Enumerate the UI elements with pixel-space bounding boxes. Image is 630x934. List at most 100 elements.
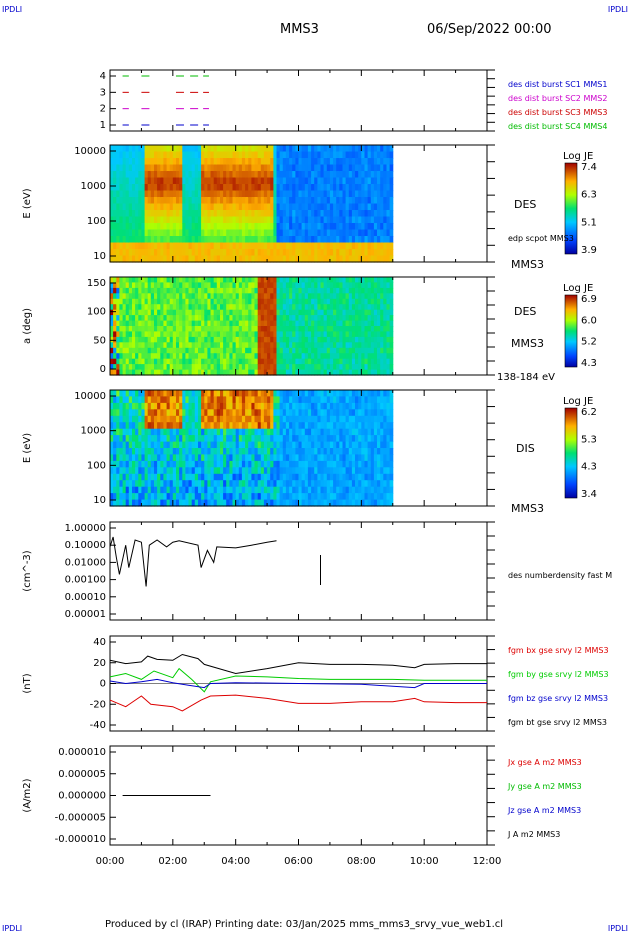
heatmap-cell	[254, 171, 259, 179]
heatmap-cell	[241, 158, 246, 166]
heatmap-cell	[245, 460, 249, 468]
heatmap-cell	[182, 422, 186, 430]
heatmap-cell	[194, 309, 199, 316]
heatmap-cell	[238, 467, 243, 475]
heatmap-cell	[135, 190, 139, 198]
heatmap-cell	[367, 448, 372, 455]
heatmap-cell	[182, 255, 186, 263]
heatmap-cell	[276, 320, 281, 327]
heatmap-cell	[157, 390, 161, 397]
heatmap-cell	[260, 353, 265, 360]
heatmap-cell	[248, 422, 252, 430]
heatmap-cell	[144, 315, 149, 322]
heatmap-cell	[329, 282, 334, 289]
heatmap-cell	[279, 369, 284, 376]
heatmap-cell	[282, 460, 287, 468]
heatmap-cell	[295, 151, 300, 159]
heatmap-cell	[270, 210, 274, 218]
heatmap-cell	[223, 331, 227, 338]
heatmap-cell	[220, 331, 224, 338]
heatmap-cell	[317, 326, 322, 332]
heatmap-cell	[289, 304, 293, 311]
heatmap-cell	[204, 223, 208, 231]
heatmap-cell	[201, 158, 205, 166]
heatmap-cell	[339, 203, 343, 211]
heatmap-cell	[235, 347, 240, 354]
heatmap-cell	[251, 229, 256, 237]
heatmap-cell	[157, 326, 161, 332]
heatmap-cell	[216, 396, 221, 404]
heatmap-cell	[248, 326, 252, 332]
heatmap-cell	[166, 347, 171, 354]
heatmap-cell	[295, 486, 300, 494]
heatmap-cell	[339, 210, 343, 218]
heatmap-cell	[314, 390, 318, 397]
heatmap-cell	[370, 203, 375, 211]
heatmap-cell	[270, 164, 274, 172]
heatmap-cell	[380, 304, 384, 311]
heatmap-cell	[345, 304, 350, 311]
heatmap-cell	[179, 422, 183, 430]
heatmap-cell	[355, 402, 359, 410]
heatmap-cell	[141, 223, 146, 231]
heatmap-cell	[342, 287, 347, 294]
heatmap-cell	[160, 409, 164, 417]
heatmap-cell	[194, 223, 199, 231]
heatmap-cell	[216, 441, 221, 449]
heatmap-cell	[232, 467, 237, 475]
heatmap-cell	[383, 454, 387, 462]
heatmap-cell	[160, 428, 164, 436]
heatmap-cell	[329, 177, 334, 185]
heatmap-cell	[116, 298, 120, 305]
heatmap-cell	[198, 158, 202, 166]
heatmap-cell	[295, 336, 300, 343]
heatmap-cell	[329, 486, 334, 494]
heatmap-cell	[147, 473, 152, 481]
heatmap-cell	[128, 315, 133, 322]
heatmap-cell	[364, 223, 369, 231]
heatmap-cell	[185, 309, 190, 316]
heatmap-cell	[172, 315, 177, 322]
heatmap-cell	[201, 309, 205, 316]
heatmap-cell	[122, 277, 127, 283]
heatmap-cell	[345, 435, 350, 443]
heatmap-cell	[185, 342, 190, 349]
heatmap-cell	[135, 390, 139, 397]
heatmap-cell	[220, 304, 224, 311]
heatmap-cell	[254, 223, 259, 231]
heatmap-cell	[229, 164, 234, 172]
heatmap-cell	[226, 229, 230, 237]
heatmap-cell	[292, 486, 296, 494]
heatmap-cell	[157, 255, 161, 263]
heatmap-cell	[207, 402, 212, 410]
heatmap-cell	[204, 249, 208, 257]
heatmap-cell	[213, 223, 218, 231]
heatmap-cell	[377, 441, 381, 449]
heatmap-cell	[154, 229, 158, 237]
heatmap-cell	[377, 435, 381, 443]
heatmap-cell	[383, 315, 387, 322]
heatmap-cell	[333, 320, 337, 327]
heatmap-cell	[210, 320, 215, 327]
heatmap-cell	[220, 396, 224, 404]
y-axis-label: E (eV)	[22, 188, 33, 218]
heatmap-cell	[150, 347, 155, 354]
heatmap-cell	[150, 467, 155, 475]
heatmap-cell	[386, 347, 391, 354]
heatmap-cell	[377, 236, 381, 244]
heatmap-cell	[176, 353, 180, 360]
heatmap-cell	[188, 184, 193, 192]
heatmap-cell	[245, 428, 249, 436]
heatmap-cell	[254, 315, 259, 322]
heatmap-cell	[304, 396, 309, 404]
heatmap-cell	[248, 467, 252, 475]
heatmap-cell	[235, 454, 240, 462]
heatmap-cell	[257, 422, 262, 430]
heatmap-cell	[110, 164, 114, 172]
heatmap-cell	[210, 151, 215, 159]
heatmap-cell	[298, 190, 303, 198]
heatmap-cell	[160, 422, 164, 430]
heatmap-cell	[213, 460, 218, 468]
heatmap-cell	[213, 467, 218, 475]
heatmap-cell	[383, 229, 387, 237]
